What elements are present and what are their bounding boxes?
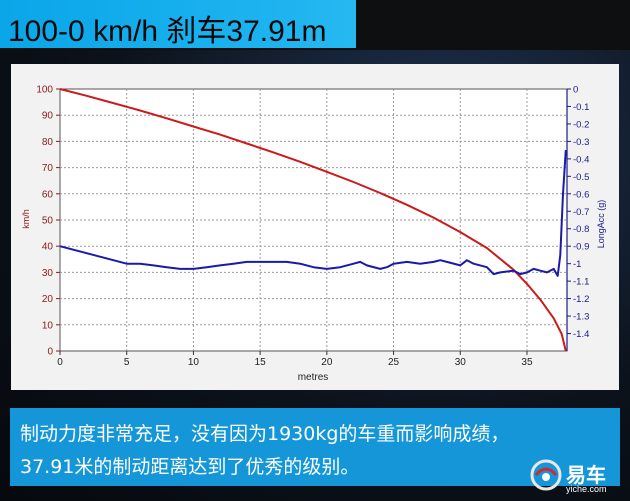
y-right-tick-label: -1 <box>573 259 581 270</box>
y-tick-label: 20 <box>42 294 54 305</box>
y-tick-label: 0 <box>47 347 53 358</box>
y-tick-label: 100 <box>36 85 53 96</box>
x-tick-label: 10 <box>188 357 200 368</box>
caption-line-2: 37.91米的制动距离达到了优秀的级别。 <box>20 456 360 478</box>
y-right-tick-label: -1.3 <box>573 312 589 323</box>
y-right-tick-label: -0.4 <box>573 154 589 165</box>
caption-line-1: 制动力度非常充足，没有因为1930kg的车重而影响成绩， <box>20 423 510 445</box>
y-right-tick-label: 0 <box>573 85 578 96</box>
y-tick-label: 10 <box>42 320 54 331</box>
x-tick-label: 35 <box>521 357 533 368</box>
x-axis-label: metres <box>298 372 329 383</box>
page-title: 100-0 km/h 刹车37.91m <box>8 15 327 48</box>
y-right-tick-label: -0.9 <box>573 242 589 253</box>
y-right-tick-label: -0.7 <box>573 207 589 218</box>
logo-name: 易车 <box>566 463 606 487</box>
y-tick-label: 40 <box>42 242 54 253</box>
x-axis: 0 5 10 15 20 25 30 35 <box>57 351 533 368</box>
y-tick-label: 80 <box>42 137 54 148</box>
x-tick-label: 0 <box>57 357 63 368</box>
acceleration-series-line <box>59 150 567 277</box>
left-axis: 0 10 20 30 40 50 60 70 80 90 100 <box>36 85 60 358</box>
title-bar: 100-0 km/h 刹车37.91m <box>0 0 356 48</box>
y-right-tick-label: -0.2 <box>573 119 589 130</box>
y-right-tick-label: -0.6 <box>573 189 589 200</box>
series-layer <box>59 88 567 352</box>
logo-url: yiche.com <box>566 484 607 494</box>
y-right-tick-label: -1.4 <box>573 329 589 340</box>
y-axis-label: km/h <box>21 209 31 229</box>
y-tick-label: 90 <box>42 111 54 122</box>
logo: 易车 yiche.com <box>528 457 624 497</box>
y-right-axis-label: LongAcc (g) <box>596 200 606 249</box>
caption-box: 制动力度非常充足，没有因为1930kg的车重而影响成绩， 37.91米的制动距离… <box>10 408 620 486</box>
y-right-tick-label: -0.5 <box>573 172 589 183</box>
logo-mark-icon <box>530 459 562 491</box>
speed-series-line <box>59 88 567 352</box>
y-right-tick-label: -1.1 <box>573 277 589 288</box>
y-right-tick-label: -1.2 <box>573 294 589 305</box>
y-tick-label: 50 <box>42 216 54 227</box>
x-tick-label: 25 <box>388 357 400 368</box>
y-right-tick-label: -0.8 <box>573 224 589 235</box>
x-tick-label: 5 <box>124 357 130 368</box>
y-right-tick-label: -0.3 <box>573 137 589 148</box>
right-axis: 0 -0.1 -0.2 -0.3 -0.4 -0.5 -0.6 -0.7 -0.8 -0.9 -1 -… <box>566 85 589 351</box>
chart-panel: 0 10 20 30 40 50 60 70 80 90 100 0 -0.1 -0.2 -0.3 -0.4… <box>11 64 619 390</box>
header: 100-0 km/h 刹车37.91m <box>0 0 630 50</box>
x-tick-label: 15 <box>255 357 267 368</box>
x-tick-label: 30 <box>455 357 467 368</box>
y-tick-label: 60 <box>42 189 54 200</box>
x-tick-label: 20 <box>321 357 333 368</box>
y-right-tick-label: -0.1 <box>573 102 589 113</box>
y-tick-label: 70 <box>42 163 54 174</box>
y-tick-label: 30 <box>42 268 54 279</box>
